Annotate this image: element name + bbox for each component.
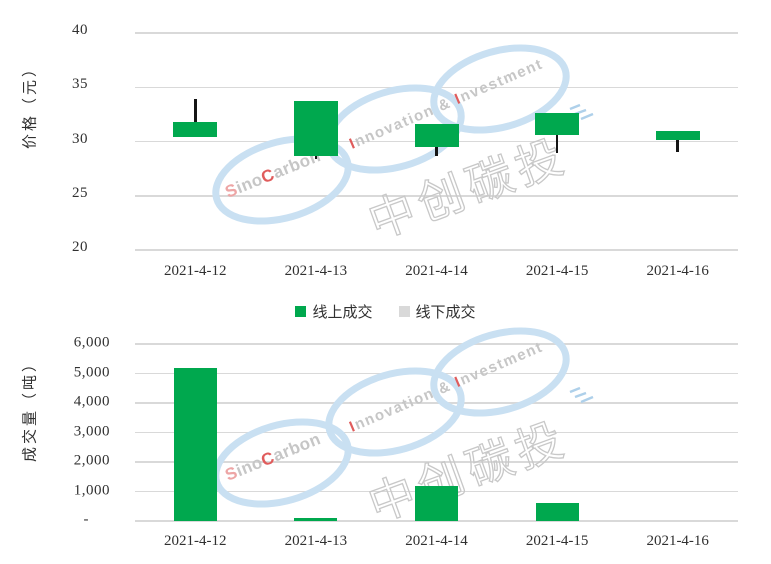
price-y-tick-label: 30	[72, 130, 88, 147]
volume-x-tick-label: 2021-4-16	[646, 533, 709, 549]
price-y-ticks: 40 35 30 25 20	[0, 0, 88, 564]
candle-body-2021-4-14	[414, 124, 459, 147]
candle-body-2021-4-13	[293, 101, 338, 156]
volume-y-ticks: 6,000 5,000 4,000 3,000 2,000 1,000 -	[0, 0, 110, 564]
legend: 线上成交 线下成交	[0, 301, 771, 322]
price-x-tick-label: 2021-4-15	[525, 263, 589, 279]
volume-x-tick-label: 2021-4-14	[405, 533, 468, 549]
legend-item-online: 线上成交	[295, 301, 373, 322]
price-y-tick-label: 35	[72, 76, 88, 93]
candle-body-2021-4-16	[655, 130, 700, 141]
price-x-tick-label: 2021-4-13	[284, 263, 348, 279]
candle-wick-2021-4-16	[676, 130, 679, 153]
gridline	[135, 32, 738, 34]
price-y-tick-label: 25	[72, 184, 88, 201]
gridline	[135, 195, 738, 197]
volume-bar-2021-4-13	[294, 518, 338, 521]
volume-y-tick-label: 6,000	[73, 334, 110, 351]
volume-bar-2021-4-12	[173, 367, 217, 521]
price-x-tick-label: 2021-4-12	[164, 263, 227, 279]
gridline	[135, 461, 738, 463]
volume-x-tick-label: 2021-4-13	[284, 533, 348, 549]
volume-y-tick-label: 4,000	[73, 393, 110, 410]
volume-x-tick-label: 2021-4-12	[164, 533, 227, 549]
gridline	[135, 520, 738, 522]
candle-body-2021-4-12	[173, 121, 218, 138]
volume-y-tick-label: 3,000	[73, 423, 110, 440]
volume-bar-2021-4-15	[535, 503, 579, 521]
volume-y-tick-label: 5,000	[73, 364, 110, 381]
price-series	[135, 33, 738, 250]
online-swatch-icon	[295, 306, 307, 317]
volume-y-tick-label: -	[83, 511, 89, 528]
price-x-tick-label: 2021-4-16	[646, 263, 709, 279]
volume-series	[135, 344, 738, 521]
candle-wick-2021-4-12	[194, 99, 197, 138]
candle-body-2021-4-15	[535, 113, 580, 135]
volume-bar-2021-4-14	[415, 485, 458, 521]
offline-swatch-icon	[398, 306, 410, 317]
legend-label-online: 线上成交	[312, 305, 373, 321]
gridline	[135, 249, 738, 251]
price-x-tick-label: 2021-4-14	[405, 263, 468, 279]
volume-y-tick-label: 2,000	[73, 452, 110, 469]
legend-item-offline: 线下成交	[398, 301, 476, 322]
price-y-tick-label: 20	[72, 238, 88, 255]
volume-y-tick-label: 1,000	[73, 482, 110, 499]
price-y-tick-label: 40	[72, 21, 88, 38]
legend-label-offline: 线下成交	[415, 305, 476, 321]
volume-x-tick-label: 2021-4-15	[525, 533, 589, 549]
